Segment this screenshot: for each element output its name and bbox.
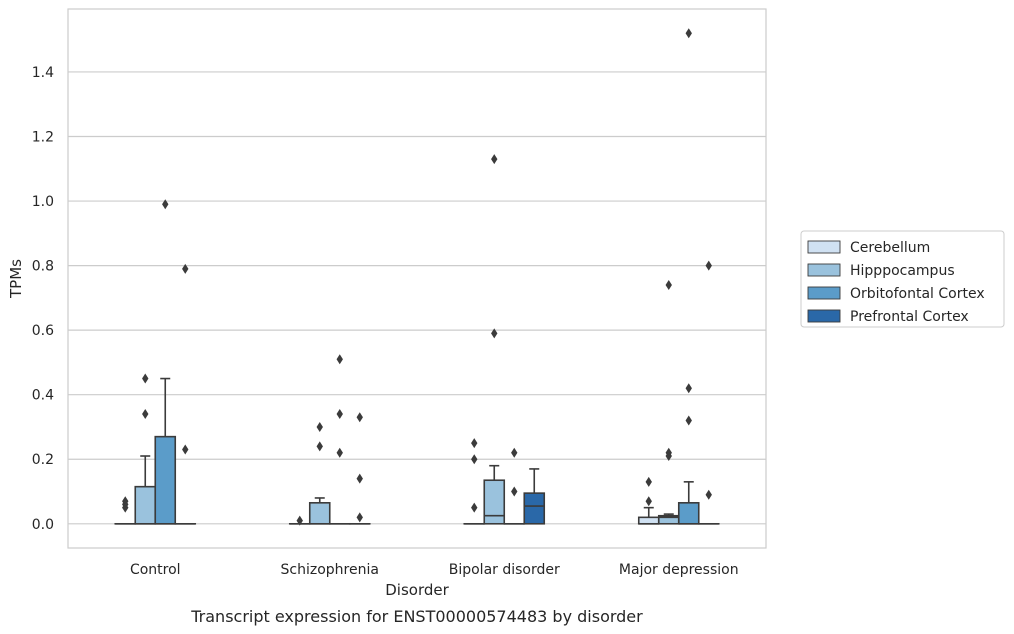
chart-caption: Transcript expression for ENST0000057448… xyxy=(190,607,643,626)
outlier-point xyxy=(665,451,672,462)
outlier-point xyxy=(142,409,149,420)
outlier-point xyxy=(336,354,343,365)
y-tick-label: 1.2 xyxy=(32,129,54,145)
outlier-point xyxy=(356,412,363,423)
x-axis-label: Disorder xyxy=(385,581,449,599)
legend-swatch xyxy=(807,309,841,323)
outlier-point xyxy=(685,415,692,426)
y-tick-label: 1.4 xyxy=(32,65,54,81)
outlier-point xyxy=(296,515,303,526)
y-tick-label: 0.2 xyxy=(32,452,54,468)
outlier-point xyxy=(471,438,478,449)
plot-frame xyxy=(67,8,767,549)
outlier-point xyxy=(162,199,169,210)
legend[interactable]: Cerebellum Hipppocampus Orbitofontal Corte… xyxy=(800,230,1005,328)
outlier-point xyxy=(685,383,692,394)
box-body xyxy=(637,516,660,525)
legend-label: Prefrontal Cortex xyxy=(850,309,969,325)
outlier-point xyxy=(511,486,518,497)
box-orbitofontal-cortex xyxy=(154,377,177,525)
legend-frame xyxy=(800,230,1005,328)
outlier-point xyxy=(471,454,478,465)
outlier-point xyxy=(645,476,652,487)
outlier-point xyxy=(705,260,712,271)
legend-label: Cerebellum xyxy=(850,240,930,256)
legend-swatch xyxy=(807,286,841,300)
box-body xyxy=(483,479,506,525)
y-tick-label: 0.0 xyxy=(32,517,54,533)
outlier-point xyxy=(645,496,652,507)
outlier-point xyxy=(182,263,189,274)
box-hipppocampus xyxy=(483,464,506,525)
box-body xyxy=(134,485,157,525)
box-cerebellum xyxy=(637,506,660,525)
x-tick-label: Bipolar disorder xyxy=(449,562,560,578)
outlier-point xyxy=(356,512,363,523)
y-tick-label: 0.8 xyxy=(32,259,54,275)
outlier-point xyxy=(142,373,149,384)
box-hipppocampus xyxy=(134,455,157,525)
legend-swatch xyxy=(807,240,841,254)
outlier-point xyxy=(511,447,518,458)
outlier-point xyxy=(336,409,343,420)
box-body xyxy=(154,435,177,525)
boxes xyxy=(114,377,720,525)
legend-swatch xyxy=(807,263,841,277)
y-tick-label: 0.4 xyxy=(32,388,54,404)
x-tick-label: Control xyxy=(130,562,181,578)
outlier-point xyxy=(471,502,478,513)
x-tick-label: Schizophrenia xyxy=(281,562,379,578)
outlier-point xyxy=(182,444,189,455)
box-hipppocampus xyxy=(657,513,680,525)
outlier-point xyxy=(491,154,498,165)
outlier-point xyxy=(336,447,343,458)
outlier-point xyxy=(316,441,323,452)
outlier-point xyxy=(491,328,498,339)
outlier-point xyxy=(356,473,363,484)
x-tick-labels: Control Schizophrenia Bipolar disorder Majo… xyxy=(130,562,739,578)
outlier-point xyxy=(685,28,692,39)
x-tick-label: Major depression xyxy=(619,562,739,578)
legend-label: Orbitofontal Cortex xyxy=(850,286,985,302)
outlier-point xyxy=(705,489,712,500)
box-orbitofontal-cortex xyxy=(677,481,700,525)
outlier-point xyxy=(316,421,323,432)
box-body xyxy=(677,502,700,525)
y-tick-labels: 0.0 0.2 0.4 0.6 0.8 1.0 1.2 1.4 xyxy=(32,65,54,533)
y-axis-label: TPMs xyxy=(7,259,25,299)
outlier-point xyxy=(665,279,672,290)
y-tick-label: 0.6 xyxy=(32,323,54,339)
box-hipppocampus xyxy=(308,497,331,525)
box-prefrontal-cortex xyxy=(523,468,546,525)
legend-label: Hipppocampus xyxy=(850,263,955,279)
y-tick-label: 1.0 xyxy=(32,194,54,210)
outliers xyxy=(122,28,712,526)
box-body xyxy=(308,502,331,525)
box-body xyxy=(523,492,546,525)
outlier-point xyxy=(122,502,129,513)
